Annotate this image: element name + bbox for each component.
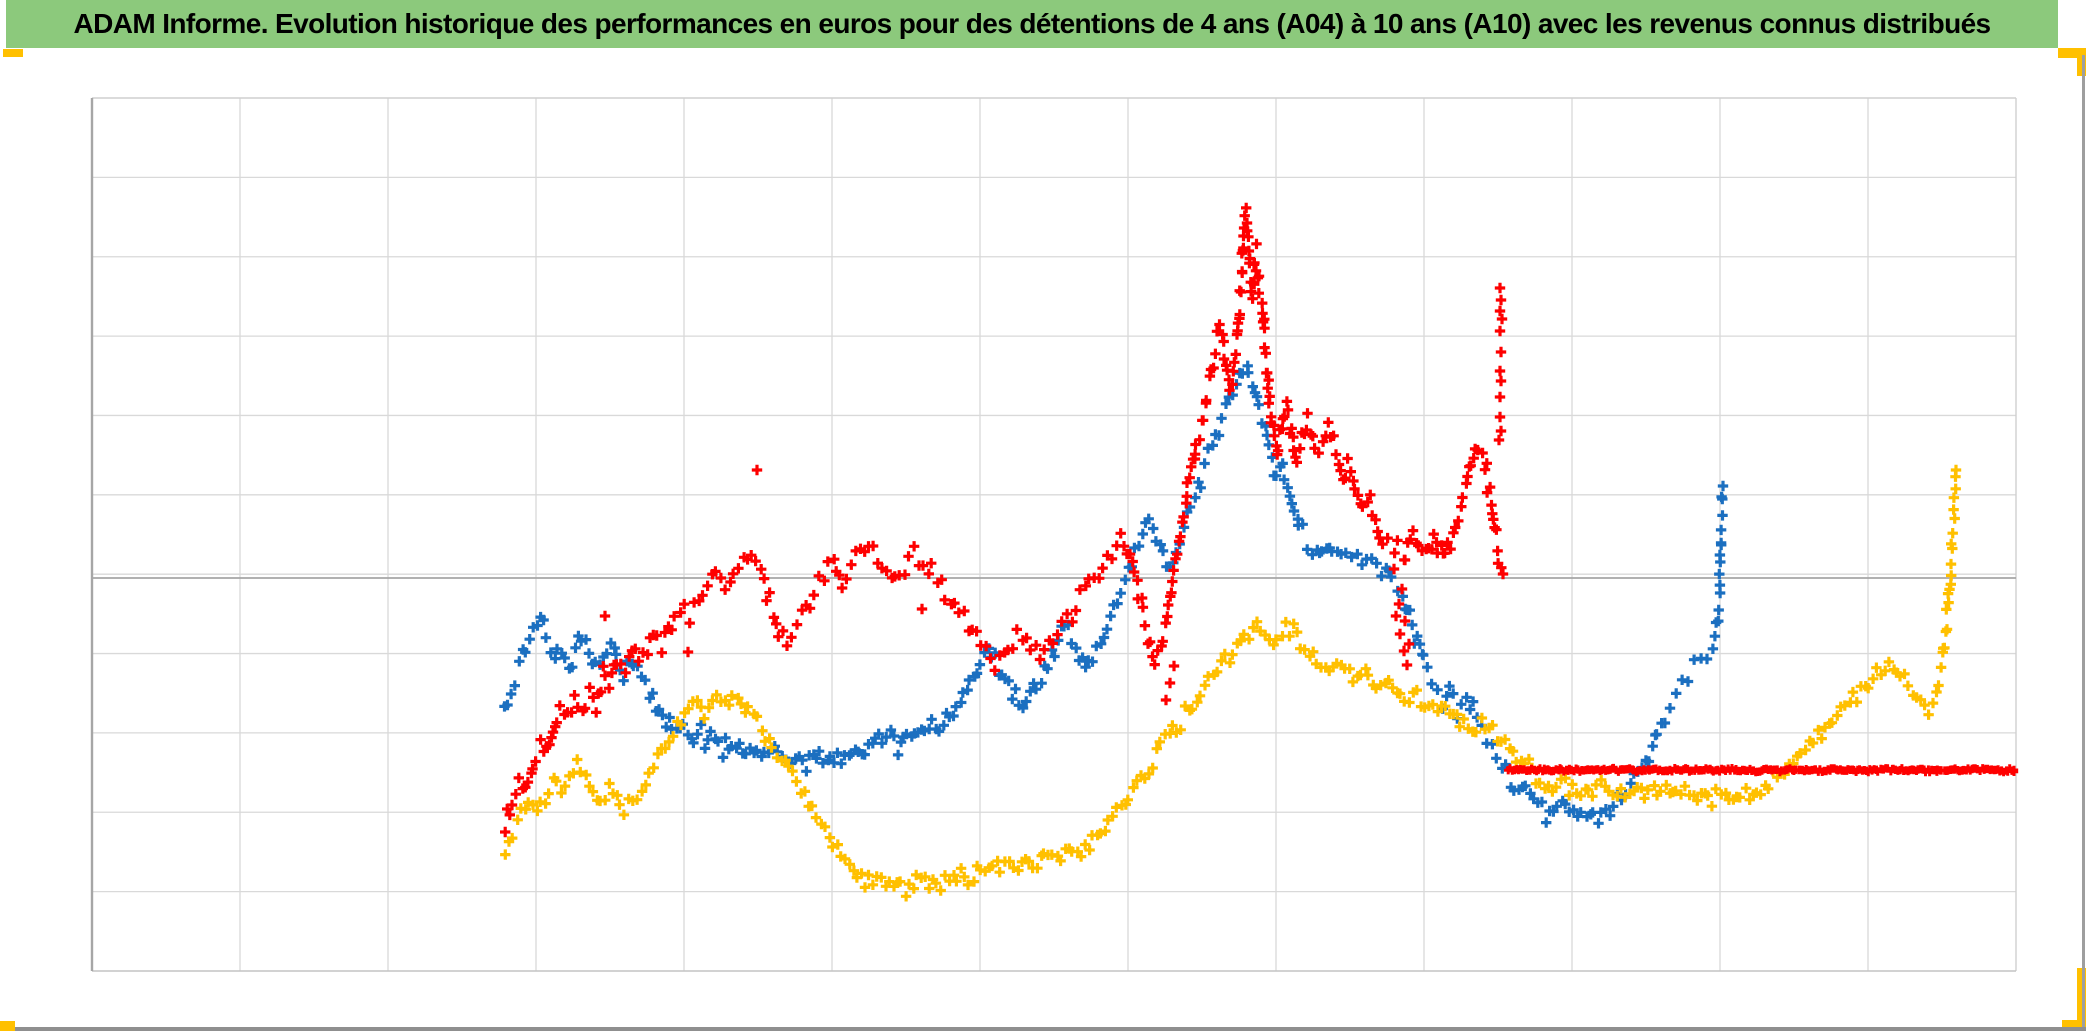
selection-handle-top-right xyxy=(2058,48,2086,58)
plot-axis-lines xyxy=(90,98,2016,971)
selection-handle-bottom-left xyxy=(0,1021,15,1031)
series-yellow xyxy=(500,464,1962,902)
plot-gridlines xyxy=(92,97,2017,972)
series-blue xyxy=(499,360,1729,829)
chart-title-bar: ADAM Informe. Evolution historique des p… xyxy=(6,0,2058,48)
selection-handle-top-left xyxy=(3,49,23,57)
selection-handle-bottom-right xyxy=(2062,1020,2086,1031)
window-bottom-border xyxy=(15,1027,2086,1031)
selection-handle-bottom-right-vertical xyxy=(2077,968,2086,1023)
window-right-border xyxy=(2082,55,2085,1031)
chart-title: ADAM Informe. Evolution historique des p… xyxy=(73,8,1991,39)
plot-series-markers xyxy=(499,202,2019,902)
series-red xyxy=(500,202,2019,838)
selection-handle-top-right-vertical xyxy=(2077,48,2086,76)
